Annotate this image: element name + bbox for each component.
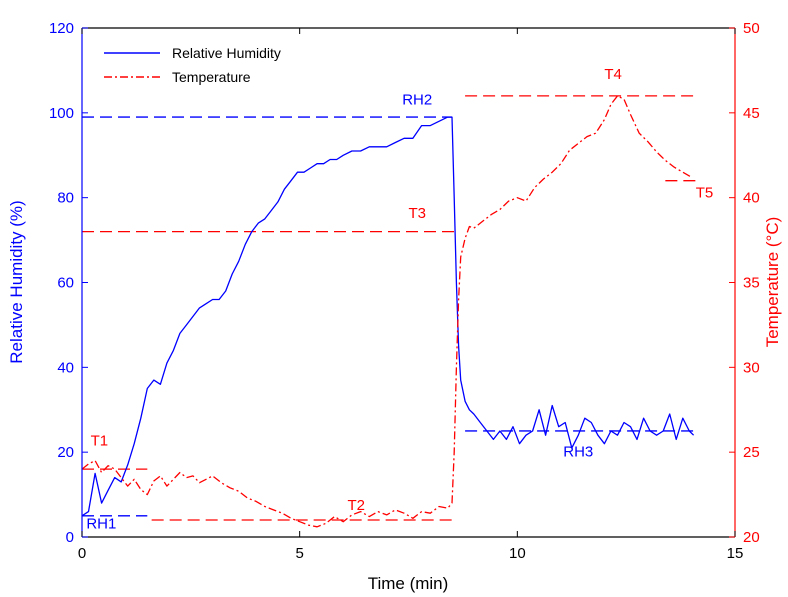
- legend-temperature-label: Temperature: [172, 69, 251, 85]
- left-y-tick-label: 20: [57, 444, 74, 461]
- axes: 0 5 10 15 0 20 40 60 80 100 120 20 25 30 35 40 45 50: [49, 20, 760, 562]
- plot-area: [82, 28, 735, 537]
- reference-label-t2: T2: [348, 497, 366, 514]
- right-y-tick-label: 25: [743, 444, 760, 461]
- humidity-series-line: [81, 116, 695, 517]
- reference-label-t3: T3: [408, 205, 426, 222]
- reference-label-t5: T5: [696, 185, 714, 202]
- x-tick-label: 0: [78, 545, 86, 562]
- left-y-tick-label: 0: [66, 529, 74, 546]
- left-y-tick-label: 100: [49, 105, 74, 122]
- right-y-tick-label: 20: [743, 529, 760, 546]
- right-y-tick-label: 45: [743, 105, 760, 122]
- left-y-tick-label: 40: [57, 359, 74, 376]
- right-y-tick-label: 30: [743, 359, 760, 376]
- right-y-tick-label: 40: [743, 190, 760, 207]
- left-y-tick-label: 120: [49, 20, 74, 37]
- right-y-axis-label: Temperature (°C): [763, 217, 782, 348]
- reference-label-t1: T1: [91, 432, 109, 449]
- left-y-tick-label: 80: [57, 190, 74, 207]
- reference-labels: RH1 RH2 RH3 T1 T2 T3 T4 T5: [86, 66, 713, 533]
- series-layer: [81, 95, 695, 528]
- reference-label-rh3: RH3: [563, 443, 593, 460]
- legend: Relative Humidity Temperature: [92, 36, 322, 90]
- x-tick-label: 15: [727, 545, 744, 562]
- x-tick-label: 10: [509, 545, 526, 562]
- legend-humidity-label: Relative Humidity: [172, 45, 281, 61]
- reference-label-t4: T4: [604, 66, 622, 83]
- legend-box: [92, 36, 322, 90]
- left-y-tick-label: 60: [57, 275, 74, 292]
- x-axis-label: Time (min): [368, 574, 449, 593]
- x-tick-label: 5: [295, 545, 303, 562]
- reference-label-rh2: RH2: [402, 91, 432, 108]
- plot-background: [82, 28, 735, 537]
- right-y-tick-label: 50: [743, 20, 760, 37]
- right-y-tick-label: 35: [743, 275, 760, 292]
- left-y-axis-label: Relative Humidity (%): [7, 200, 26, 363]
- reference-label-rh1: RH1: [86, 516, 116, 533]
